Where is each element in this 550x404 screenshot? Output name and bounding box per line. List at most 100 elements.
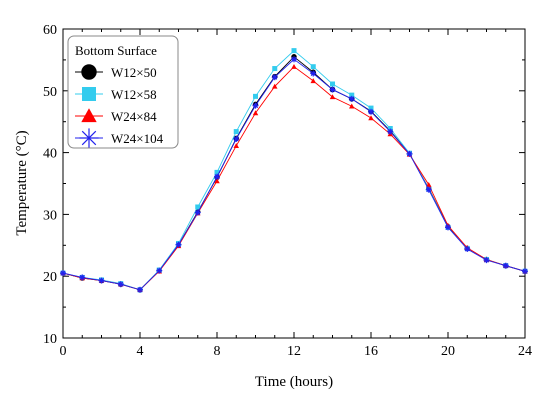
data-point-asterisk	[387, 128, 394, 135]
x-tick-label: 12	[287, 344, 301, 359]
asterisk-stroke	[233, 136, 239, 142]
asterisk-stroke	[406, 151, 413, 157]
data-point-asterisk	[194, 209, 201, 216]
data-point-asterisk	[271, 74, 278, 81]
data-point-square	[82, 87, 96, 101]
data-point-asterisk	[117, 281, 124, 288]
data-point-asterisk	[252, 102, 259, 109]
y-tick-label: 20	[43, 270, 57, 285]
asterisk-stroke	[349, 96, 355, 102]
data-point-asterisk	[98, 277, 105, 284]
y-axis: 10 20 30 40 50 60	[43, 23, 525, 347]
data-point-triangle	[272, 83, 278, 89]
y-tick-label: 60	[43, 23, 57, 38]
data-point-asterisk	[425, 186, 432, 193]
x-tick-label: 0	[60, 344, 67, 359]
asterisk-stroke	[503, 263, 509, 269]
asterisk-stroke	[79, 274, 85, 280]
asterisk-stroke	[464, 246, 470, 252]
data-point-square	[253, 93, 258, 99]
data-point-triangle	[329, 94, 336, 100]
data-point-asterisk	[406, 150, 413, 157]
data-point-square	[368, 105, 374, 111]
asterisk-stroke	[522, 268, 528, 274]
legend-label: W12×50	[111, 65, 157, 80]
legend-box	[67, 35, 179, 149]
asterisk-stroke	[98, 277, 105, 284]
x-axis: 0 4 8 12 16 20 24	[60, 29, 532, 359]
data-point-asterisk	[79, 274, 86, 281]
asterisk-stroke	[175, 242, 182, 248]
asterisk-stroke	[252, 103, 259, 109]
series-asterisk	[60, 56, 528, 293]
data-point-square	[272, 66, 278, 72]
data-point-asterisk	[445, 224, 451, 231]
data-point-circle	[81, 64, 97, 80]
data-point-square	[310, 64, 316, 70]
asterisk-stroke	[81, 130, 97, 146]
data-point-asterisk	[464, 246, 471, 253]
asterisk-stroke	[310, 70, 316, 77]
data-point-asterisk	[348, 95, 355, 102]
asterisk-stroke	[195, 210, 201, 216]
asterisk-stroke	[60, 270, 66, 276]
x-axis-title: Time (hours)	[255, 374, 333, 390]
data-point-triangle	[349, 103, 355, 109]
x-tick-label: 4	[137, 344, 144, 359]
data-point-asterisk	[310, 70, 317, 77]
legend-title: Bottom Surface	[75, 43, 157, 58]
data-point-asterisk	[483, 257, 490, 264]
legend-label: W24×84	[111, 109, 157, 124]
x-tick-label: 16	[364, 344, 378, 359]
data-point-square	[349, 92, 355, 98]
y-axis-title: Temperature (°C)	[14, 130, 30, 235]
legend-label: W12×58	[111, 87, 157, 102]
data-point-asterisk	[329, 86, 336, 93]
x-tick-label: 8	[214, 344, 221, 359]
data-point-square	[387, 125, 393, 131]
asterisk-stroke	[483, 257, 490, 263]
y-tick-label: 50	[43, 85, 57, 100]
legend: Bottom Surface W12×50 W12×58 W24×84 W24×104	[67, 35, 179, 149]
asterisk-stroke	[214, 174, 220, 180]
asterisk-stroke	[445, 224, 451, 230]
data-point-triangle	[291, 63, 297, 69]
data-point-asterisk	[137, 286, 143, 293]
data-point-asterisk	[291, 56, 297, 63]
x-tick-label: 24	[518, 344, 532, 359]
legend-label: W24×104	[111, 131, 164, 146]
asterisk-stroke	[329, 87, 336, 93]
data-point-triangle	[252, 110, 259, 116]
data-point-triangle	[81, 108, 97, 123]
series-layer	[60, 48, 528, 293]
data-point-asterisk	[522, 268, 528, 275]
asterisk-stroke	[272, 74, 278, 80]
data-point-triangle	[214, 178, 220, 184]
data-point-asterisk	[60, 270, 66, 277]
x-tick-label: 20	[441, 344, 455, 359]
data-point-asterisk	[79, 128, 99, 148]
asterisk-stroke	[426, 187, 432, 193]
data-point-square	[214, 169, 220, 175]
data-point-asterisk	[156, 267, 163, 274]
asterisk-stroke	[118, 281, 124, 287]
y-tick-label: 30	[43, 208, 57, 223]
y-tick-label: 10	[43, 332, 57, 347]
data-point-asterisk	[502, 262, 509, 269]
asterisk-stroke	[368, 109, 374, 115]
data-point-square	[233, 129, 239, 135]
data-point-asterisk	[175, 241, 182, 248]
data-point-square	[291, 48, 297, 54]
data-point-square	[330, 81, 335, 87]
asterisk-stroke	[156, 268, 162, 274]
data-point-asterisk	[214, 173, 220, 180]
asterisk-stroke	[137, 287, 143, 293]
data-point-asterisk	[368, 108, 374, 115]
data-point-triangle	[368, 115, 374, 121]
data-point-square	[195, 204, 201, 210]
data-point-triangle	[233, 143, 239, 149]
asterisk-stroke	[387, 129, 393, 135]
asterisk-stroke	[291, 56, 297, 62]
y-tick-label: 40	[43, 147, 57, 162]
